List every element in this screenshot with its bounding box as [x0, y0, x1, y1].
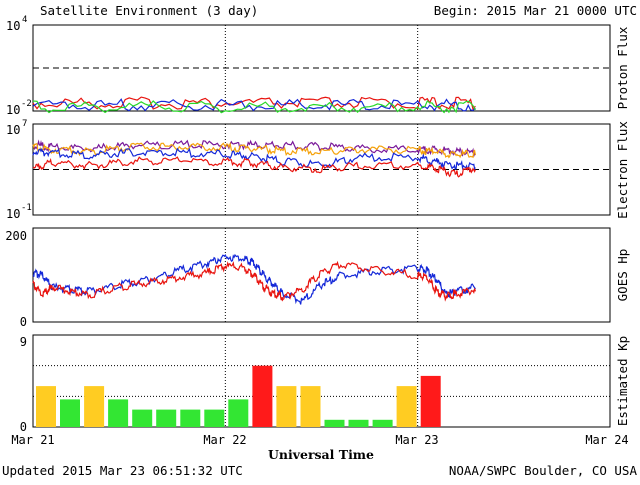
proton-ytick-bottom: 10 -2	[6, 99, 32, 117]
kp-ytick-bottom: 0	[20, 420, 27, 434]
proton-series-green	[32, 100, 476, 114]
credit-line: NOAA/SWPC Boulder, CO USA	[449, 463, 638, 478]
svg-text:-1: -1	[21, 203, 32, 213]
goes-ytick-bottom: 0	[20, 315, 27, 329]
svg-text:10: 10	[6, 207, 20, 221]
electron-ytick-bottom: 10 -1	[6, 203, 32, 221]
plot-title: Satellite Environment (3 day)	[40, 3, 258, 18]
kp-bar	[180, 409, 201, 427]
goes-ytick-top: 200	[5, 229, 27, 243]
svg-text:7: 7	[22, 119, 27, 129]
kp-bar	[228, 399, 249, 427]
kp-bar	[36, 386, 56, 427]
proton-series-red	[32, 96, 476, 111]
goes_hp-series-red	[32, 260, 476, 302]
goes_hp-series-blue	[32, 253, 476, 305]
kp-bar	[132, 409, 153, 427]
svg-text:10: 10	[6, 19, 20, 33]
xtick-mar22: Mar 22	[203, 433, 246, 447]
kp-bar	[324, 419, 345, 427]
updated-time: Updated 2015 Mar 23 06:51:32 UTC	[2, 463, 243, 478]
svg-text:10: 10	[6, 103, 20, 117]
kp-bar	[276, 386, 297, 427]
goes-hp-panel-frame	[32, 227, 611, 323]
goes-hp-ylabel: GOES Hp	[615, 249, 630, 302]
x-axis-title: Universal Time	[268, 447, 374, 462]
kp-bar	[348, 419, 369, 427]
kp-bar	[84, 386, 105, 427]
electron-series-red	[32, 156, 476, 178]
proton-ylabel: Proton Flux	[615, 26, 630, 109]
kp-bar	[300, 386, 321, 427]
kp-bar	[252, 365, 273, 427]
svg-text:10: 10	[6, 123, 20, 137]
proton-ytick-top: 10 4	[6, 15, 27, 33]
electron-series-purple	[32, 139, 476, 157]
xtick-mar21: Mar 21	[11, 433, 54, 447]
electron-series-blue	[32, 147, 476, 171]
begin-time: Begin: 2015 Mar 21 0000 UTC	[434, 3, 637, 18]
proton-series-blue	[32, 98, 476, 112]
kp-bar	[108, 399, 129, 427]
electron-ytick-top: 10 7	[6, 119, 27, 137]
kp-bar	[156, 409, 177, 427]
electron-ylabel: Electron Flux	[615, 121, 630, 219]
kp-bar	[204, 409, 225, 427]
kp-bar	[372, 419, 393, 427]
kp-bar	[420, 375, 441, 427]
xtick-mar23: Mar 23	[395, 433, 438, 447]
svg-text:4: 4	[22, 15, 27, 25]
chart-marks	[32, 25, 610, 427]
kp-ylabel: Estimated Kp	[615, 336, 630, 426]
xtick-mar24: Mar 24	[585, 433, 628, 447]
kp-bar	[60, 399, 80, 427]
svg-text:-2: -2	[21, 99, 32, 109]
kp-ytick-top: 9	[20, 335, 27, 349]
kp-bar	[396, 386, 417, 427]
